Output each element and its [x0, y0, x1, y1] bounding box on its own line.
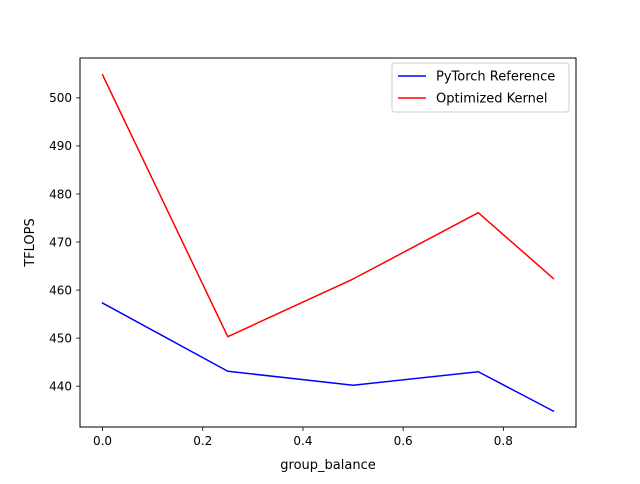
x-tick-label: 0.6 — [394, 434, 413, 448]
y-tick-label: 500 — [49, 91, 72, 105]
legend-label-1: PyTorch Reference — [436, 70, 555, 85]
x-tick-label: 0.0 — [93, 434, 112, 448]
legend-label-2: Optimized Kernel — [436, 92, 548, 107]
y-tick-label: 480 — [49, 187, 72, 201]
series-line-2 — [101, 73, 555, 338]
legend: PyTorch Reference Optimized Kernel — [391, 62, 570, 113]
y-tick-label: 450 — [49, 331, 72, 345]
x-tick-label: 0.4 — [293, 434, 312, 448]
y-axis-ticks: 440 450 460 470 480 490 500 — [49, 91, 80, 393]
series-layer — [101, 73, 555, 413]
y-axis-label: TFLOPS — [23, 218, 38, 268]
series-line-1 — [101, 302, 555, 413]
legend-box — [391, 62, 570, 113]
y-tick-label: 440 — [49, 379, 72, 393]
x-axis-label: group_balance — [280, 458, 375, 473]
x-axis-ticks: 0.0 0.2 0.4 0.6 0.8 — [93, 427, 513, 448]
x-tick-label: 0.8 — [494, 434, 513, 448]
y-tick-label: 460 — [49, 283, 72, 297]
y-tick-label: 470 — [49, 235, 72, 249]
plot-area — [80, 58, 576, 427]
y-tick-label: 490 — [49, 139, 72, 153]
x-tick-label: 0.2 — [193, 434, 212, 448]
plot-frame — [79, 57, 577, 428]
